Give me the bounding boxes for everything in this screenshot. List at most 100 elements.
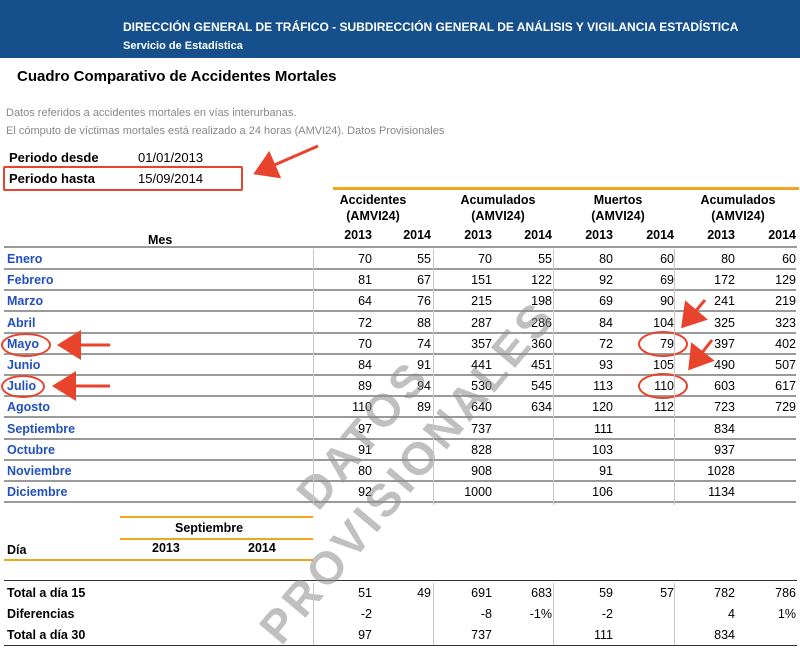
table-cell: 287 — [471, 315, 492, 330]
column-separator — [313, 583, 314, 645]
table-cell: 122 — [531, 273, 552, 288]
month-link[interactable]: Diciembre — [7, 485, 68, 500]
totals-cell: -8 — [480, 607, 492, 621]
table-cell: 219 — [775, 294, 796, 309]
totals-cell: -2 — [360, 607, 372, 621]
sub-header-mid-line — [120, 538, 313, 540]
sub-month-label: Septiembre — [175, 521, 244, 535]
table-cell: 81 — [358, 273, 372, 288]
totals-cell: 834 — [714, 628, 735, 642]
table-cell: 110 — [352, 400, 372, 415]
year-header-1: 2013 — [344, 228, 372, 242]
note-line-1: Datos referidos a accidentes mortales en… — [6, 107, 297, 119]
table-row: Agosto 110 89 640 634 120 112 723 729 — [0, 397, 800, 419]
table-cell: 1134 — [708, 485, 735, 500]
table-cell: 76 — [417, 294, 431, 309]
table-cell: 88 — [417, 315, 431, 330]
mes-header: Mes — [148, 233, 173, 247]
year-header-7: 2013 — [707, 228, 735, 242]
table-row: Diciembre 92 1000 106 1134 — [0, 482, 800, 504]
column-separator — [674, 249, 675, 505]
table-cell: 72 — [599, 336, 613, 351]
periodo-desde-label: Periodo desde — [9, 150, 99, 165]
row-divider — [4, 437, 796, 440]
row-divider — [4, 374, 796, 376]
totals-label: Total a día 15 — [7, 586, 86, 600]
table-cell: 617 — [775, 379, 796, 394]
totals-row: Total a día 15 51 49 691 683 59 57 782 786 — [0, 583, 800, 604]
table-cell: 215 — [471, 294, 492, 309]
table-cell: 129 — [775, 273, 796, 288]
totals-cell: -1% — [529, 607, 552, 621]
table-cell: 74 — [417, 336, 431, 351]
header-bottom-line — [4, 246, 797, 248]
month-link[interactable]: Noviembre — [7, 464, 72, 478]
table-cell: 80 — [599, 252, 613, 266]
year-header-8: 2014 — [768, 228, 796, 242]
muertos-julio-highlight-oval — [638, 373, 688, 399]
table-cell: 89 — [417, 400, 431, 415]
table-row: Abril 72 88 287 286 84 104 325 323 — [0, 313, 800, 334]
table-cell: 120 — [592, 400, 613, 415]
row-divider — [4, 501, 796, 504]
table-cell: 603 — [714, 379, 735, 394]
table-row: Febrero 81 67 151 122 92 69 172 129 — [0, 270, 800, 292]
table-cell: 103 — [592, 442, 613, 457]
column-separator — [674, 583, 675, 645]
table-cell: 94 — [417, 379, 431, 394]
table-cell: 729 — [775, 400, 796, 415]
table-cell: 402 — [775, 336, 796, 351]
table-cell: 92 — [599, 273, 613, 288]
table-cell: 55 — [417, 252, 431, 266]
month-link[interactable]: Agosto — [7, 400, 51, 415]
month-link[interactable]: Enero — [7, 252, 43, 266]
month-link[interactable]: Septiembre — [7, 421, 76, 436]
group-header-acumulados-2: Acumulados (AMVI24) — [700, 193, 776, 223]
month-link[interactable]: Febrero — [7, 273, 54, 288]
totals-cell: 57 — [660, 586, 674, 600]
table-row: Noviembre 80 908 91 1028 — [0, 461, 800, 482]
table-cell: 640 — [471, 400, 492, 415]
table-row: Marzo 64 76 215 198 69 90 241 219 — [0, 291, 800, 313]
totals-cell: 49 — [417, 586, 431, 600]
row-divider — [4, 480, 796, 482]
table-cell: 90 — [660, 294, 674, 309]
table-cell: 172 — [714, 273, 735, 288]
totals-cell: 786 — [775, 586, 796, 600]
table-cell: 737 — [471, 421, 492, 436]
month-link[interactable]: Abril — [7, 315, 36, 330]
table-cell: 937 — [714, 442, 735, 457]
year-header-4: 2014 — [524, 228, 552, 242]
totals-cell: 683 — [531, 586, 552, 600]
totals-cell: 737 — [471, 628, 492, 642]
month-link[interactable]: Junio — [7, 358, 41, 372]
sub-header-top-line — [120, 516, 313, 518]
month-link[interactable]: Octubre — [7, 442, 55, 457]
totals-cell: 691 — [471, 586, 492, 600]
table-row: Junio 84 91 441 451 93 105 490 507 — [0, 355, 800, 376]
table-cell: 241 — [714, 294, 735, 309]
table-cell: 441 — [471, 358, 492, 372]
table-cell: 151 — [471, 273, 492, 288]
mayo-highlight-oval — [1, 333, 51, 357]
service-name: Servicio de Estadística — [123, 40, 243, 52]
sub-header-bottom-line — [4, 559, 313, 561]
table-row: Septiembre 97 737 111 834 — [0, 419, 800, 440]
column-separator — [433, 249, 434, 505]
table-cell: 507 — [775, 358, 796, 372]
row-divider — [4, 331, 796, 334]
month-link[interactable]: Marzo — [7, 294, 44, 309]
table-cell: 834 — [714, 421, 735, 436]
row-divider — [4, 458, 796, 461]
note-line-2: El cómputo de víctimas mortales está rea… — [6, 125, 445, 137]
totals-cell: 782 — [714, 586, 735, 600]
table-row: Enero 70 55 70 55 80 60 80 60 — [0, 249, 800, 270]
table-cell: 67 — [417, 273, 431, 288]
row-divider — [4, 395, 796, 398]
table-cell: 112 — [654, 400, 674, 415]
table-cell: 1028 — [707, 464, 735, 478]
table-cell: 80 — [358, 464, 372, 478]
row-divider — [4, 416, 796, 419]
table-cell: 91 — [417, 358, 431, 372]
table-cell: 60 — [660, 252, 674, 266]
